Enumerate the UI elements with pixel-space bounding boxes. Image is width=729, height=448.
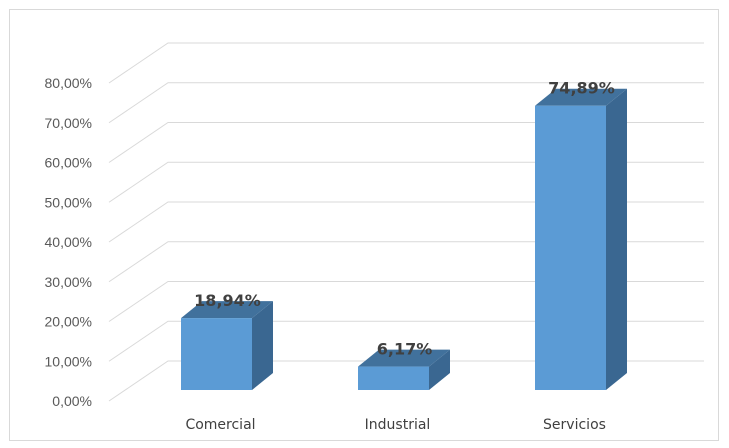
x-axis: Comercial Industrial Servicios (185, 417, 606, 433)
data-label: 18,94% (194, 291, 261, 310)
gridline (108, 161, 704, 203)
y-tick-label: 20,00% (45, 314, 92, 330)
y-tick-label: 30,00% (45, 274, 92, 290)
y-tick-label: 50,00% (45, 194, 92, 210)
bar-side (429, 349, 450, 390)
bar-side (252, 301, 273, 390)
y-tick-label: 0,00% (52, 393, 92, 409)
gridline (108, 201, 704, 243)
category-label: Servicios (543, 417, 606, 433)
y-tick-label: 10,00% (45, 353, 92, 369)
gridline (108, 241, 704, 283)
gridlines (108, 42, 704, 402)
data-label: 74,89% (548, 79, 615, 98)
bar-front (181, 318, 252, 390)
category-label: Comercial (185, 417, 255, 433)
bars (181, 88, 627, 391)
gridline (108, 82, 704, 124)
gridline (108, 122, 704, 163)
gridline (108, 42, 704, 84)
y-tick-label: 60,00% (45, 155, 92, 171)
y-axis: 0,00% 10,00% 20,00% 30,00% 40,00% 50,00% 60,00… (45, 75, 92, 409)
gridline (108, 360, 704, 402)
bar-top (535, 88, 627, 106)
bar-top (181, 301, 273, 319)
bar-front (358, 366, 429, 390)
bar-servicios (535, 88, 627, 391)
bar-comercial (181, 301, 273, 390)
gridline (108, 320, 704, 362)
data-labels: 18,94% 6,17% 74,89% (194, 79, 615, 359)
data-label: 6,17% (377, 340, 433, 359)
y-tick-label: 40,00% (45, 234, 92, 250)
bar-front (535, 105, 606, 391)
bar-top (358, 349, 450, 367)
y-tick-label: 70,00% (45, 115, 92, 131)
bar-industrial (358, 349, 450, 390)
y-tick-label: 80,00% (45, 75, 92, 91)
bar-side (606, 88, 627, 391)
category-label: Industrial (365, 417, 431, 433)
gridline (108, 281, 704, 322)
